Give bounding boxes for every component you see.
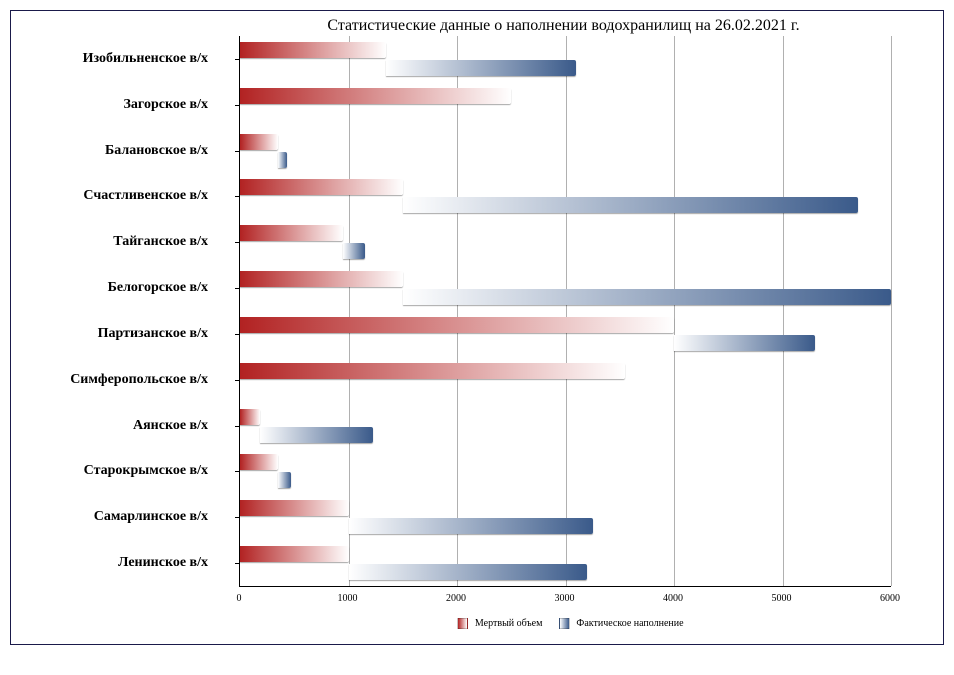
category-label: Загорское в/х bbox=[0, 97, 208, 113]
category-label: Партизанское в/х bbox=[0, 326, 208, 342]
category-label: Самарлинское в/х bbox=[0, 509, 208, 525]
legend-label-actual: Фактическое наполнение bbox=[576, 618, 683, 629]
y-tick bbox=[235, 563, 240, 564]
x-tick-label: 6000 bbox=[880, 593, 900, 604]
bar-actual-fill bbox=[260, 427, 374, 443]
category-label: Тайганское в/х bbox=[0, 234, 208, 250]
bar-actual-fill bbox=[278, 472, 291, 488]
y-tick bbox=[235, 242, 240, 243]
bar-actual-fill bbox=[278, 152, 287, 168]
category-label: Ленинское в/х bbox=[0, 555, 208, 571]
plot-area bbox=[239, 36, 891, 587]
y-tick bbox=[235, 59, 240, 60]
bar-actual-fill bbox=[403, 197, 859, 213]
y-tick bbox=[235, 334, 240, 335]
gridline bbox=[674, 36, 675, 586]
bar-dead-volume bbox=[240, 225, 343, 241]
chart-title: Статистические данные о наполнении водох… bbox=[239, 17, 888, 35]
bar-actual-fill bbox=[349, 564, 588, 580]
bar-actual-fill bbox=[403, 289, 891, 305]
legend-label-dead: Мертвый объем bbox=[475, 618, 543, 629]
gridline bbox=[349, 36, 350, 586]
y-tick bbox=[235, 380, 240, 381]
category-label: Симферопольское в/х bbox=[0, 372, 208, 388]
category-label: Белогорское в/х bbox=[0, 280, 208, 296]
chart-frame: Статистические данные о наполнении водох… bbox=[10, 10, 944, 645]
x-tick-label: 3000 bbox=[555, 593, 575, 604]
bar-dead-volume bbox=[240, 179, 403, 195]
gridline bbox=[783, 36, 784, 586]
gridline bbox=[891, 36, 892, 586]
category-label: Изобильненское в/х bbox=[0, 51, 208, 67]
bar-dead-volume bbox=[240, 271, 403, 287]
legend-swatch-actual bbox=[559, 618, 570, 629]
bar-dead-volume bbox=[240, 88, 511, 104]
bar-actual-fill bbox=[343, 243, 365, 259]
x-tick-label: 4000 bbox=[663, 593, 683, 604]
x-tick-label: 5000 bbox=[772, 593, 792, 604]
legend: Мертвый объем Фактическое наполнение bbox=[239, 618, 888, 629]
x-tick-label: 2000 bbox=[446, 593, 466, 604]
y-tick bbox=[235, 196, 240, 197]
y-tick bbox=[235, 426, 240, 427]
category-label: Старокрымское в/х bbox=[0, 463, 208, 479]
y-tick bbox=[235, 151, 240, 152]
x-tick-label: 0 bbox=[237, 593, 242, 604]
bar-actual-fill bbox=[349, 518, 593, 534]
y-tick bbox=[235, 517, 240, 518]
bar-dead-volume bbox=[240, 42, 386, 58]
category-label: Балановское в/х bbox=[0, 143, 208, 159]
y-tick bbox=[235, 105, 240, 106]
legend-swatch-dead bbox=[457, 618, 468, 629]
bar-dead-volume bbox=[240, 317, 674, 333]
bar-dead-volume bbox=[240, 363, 625, 379]
category-label: Аянское в/х bbox=[0, 418, 208, 434]
bar-dead-volume bbox=[240, 546, 349, 562]
y-tick bbox=[235, 288, 240, 289]
bar-dead-volume bbox=[240, 454, 278, 470]
bar-dead-volume bbox=[240, 500, 349, 516]
gridline bbox=[457, 36, 458, 586]
bar-actual-fill bbox=[674, 335, 815, 351]
y-tick bbox=[235, 471, 240, 472]
x-tick-label: 1000 bbox=[338, 593, 358, 604]
page: Статистические данные о наполнении водох… bbox=[0, 0, 954, 675]
category-label: Счастливенское в/х bbox=[0, 188, 208, 204]
bar-actual-fill bbox=[386, 60, 576, 76]
bar-dead-volume bbox=[240, 134, 278, 150]
gridline bbox=[566, 36, 567, 586]
bar-dead-volume bbox=[240, 409, 260, 425]
